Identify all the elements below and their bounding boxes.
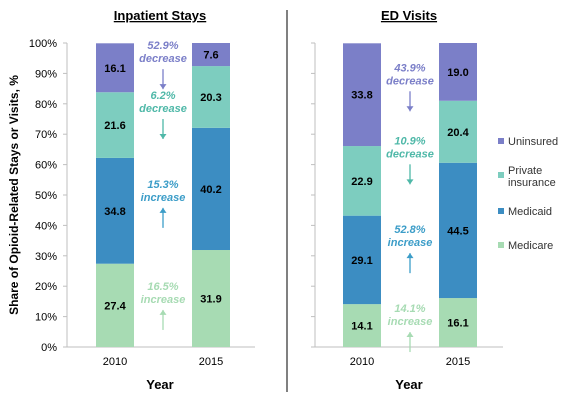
data-label: 7.6 (203, 50, 218, 62)
bar-segment (439, 43, 477, 101)
data-label: 22.9 (351, 176, 372, 188)
arrow-up-icon (159, 309, 167, 315)
data-label: 19.0 (447, 67, 468, 79)
change-annotation: 16.5%increase (141, 281, 186, 330)
y-tick-label: 30% (35, 251, 57, 263)
data-label: 29.1 (351, 255, 372, 267)
y-tick-label: 10% (35, 312, 57, 324)
change-annotation: 14.1%increase (388, 303, 433, 353)
data-label: 20.3 (200, 92, 221, 104)
x-tick-label: 2010 (350, 356, 374, 368)
annotation-percent: 6.2% (150, 90, 175, 102)
data-label: 16.1 (447, 318, 468, 330)
y-tick-label: 90% (35, 68, 57, 80)
data-label: 20.4 (447, 127, 469, 139)
panel-ed: ED Visits 14.1 29.1 22.9 33.8 2010 16.1 44.5 20.… (311, 8, 503, 392)
bar-segment (192, 66, 230, 128)
legend-swatch (498, 242, 504, 248)
legend-swatch (498, 208, 504, 214)
data-label: 21.6 (104, 120, 125, 132)
legend-label: Private insurance (508, 165, 556, 189)
bar-segment (96, 157, 134, 264)
annotation-percent: 43.9% (393, 62, 425, 74)
arrow-up-icon (406, 332, 414, 338)
legend: Uninsured Private insurance Medicaid Medicar… (498, 136, 558, 252)
bar-segment (192, 127, 230, 251)
annotation-change: increase (141, 192, 186, 204)
y-tick-label: 50% (35, 190, 57, 202)
x-tick-label: 2010 (103, 356, 127, 368)
panel-title: Inpatient Stays (114, 8, 206, 23)
x-axis-title: Year (395, 377, 422, 392)
legend-label: Uninsured (508, 136, 558, 148)
bar-segment (343, 215, 381, 305)
legend-swatch (498, 138, 504, 144)
change-annotation: 43.9%decrease (386, 62, 434, 112)
arrow-down-icon (406, 179, 414, 185)
x-tick-label: 2015 (199, 356, 223, 368)
data-label: 16.1 (104, 63, 125, 75)
annotation-change: increase (388, 237, 433, 249)
data-label: 34.8 (104, 206, 125, 218)
y-tick-label: 40% (35, 220, 57, 232)
bar-segment (96, 263, 134, 347)
annotation-percent: 15.3% (147, 179, 178, 191)
bar-segment (343, 43, 381, 147)
change-annotation: 6.2%decrease (139, 90, 187, 140)
data-label: 40.2 (200, 184, 221, 196)
data-label: 33.8 (351, 90, 372, 102)
arrow-up-icon (406, 253, 414, 259)
annotation-change: decrease (386, 148, 434, 160)
annotation-change: decrease (139, 103, 187, 115)
x-tick-label: 2015 (446, 356, 470, 368)
x-axis-title: Year (146, 377, 173, 392)
legend-swatch (498, 172, 504, 178)
arrow-down-icon (406, 106, 414, 112)
bar-segment (192, 250, 230, 347)
change-annotation: 52.9%decrease (139, 40, 187, 90)
data-label: 31.9 (200, 294, 221, 306)
arrow-down-icon (159, 84, 167, 90)
y-axis-title: Share of Opioid-Related Stays or Visits,… (7, 75, 21, 315)
legend-label: Medicaid (508, 206, 552, 218)
data-label: 14.1 (351, 321, 372, 333)
panel-title: ED Visits (381, 8, 437, 23)
annotation-percent: 16.5% (147, 281, 178, 293)
change-annotation: 10.9%decrease (386, 135, 434, 185)
arrow-up-icon (159, 207, 167, 213)
bar-segment (96, 92, 134, 158)
bar-segment (343, 146, 381, 216)
annotation-change: increase (388, 316, 433, 328)
bar-segment (192, 43, 230, 67)
annotation-change: decrease (386, 75, 434, 87)
y-tick-label: 60% (35, 160, 57, 172)
change-annotation: 15.3%increase (141, 179, 186, 228)
bar-segment (343, 304, 381, 347)
y-tick-label: 100% (29, 38, 57, 50)
annotation-percent: 10.9% (394, 135, 425, 147)
y-tick-label: 70% (35, 129, 57, 141)
arrow-down-icon (159, 134, 167, 140)
y-tick-label: 20% (35, 281, 57, 293)
bar-segment (439, 162, 477, 299)
bar-segment (439, 100, 477, 163)
data-label: 27.4 (104, 300, 126, 312)
legend-label: Medicare (508, 240, 553, 252)
data-label: 44.5 (447, 225, 468, 237)
annotation-percent: 52.9% (147, 40, 178, 52)
annotation-percent: 52.8% (394, 224, 425, 236)
annotation-percent: 14.1% (394, 303, 425, 315)
change-annotation: 52.8%increase (388, 224, 433, 274)
y-tick-label: 80% (35, 99, 57, 111)
panel-inpatient: Inpatient Stays 27.4 34.8 21.6 16.1 2010 31.9 4… (63, 8, 255, 392)
annotation-change: decrease (139, 53, 187, 65)
annotation-change: increase (141, 294, 186, 306)
y-tick-label: 0% (41, 342, 57, 354)
bar-segment (439, 298, 477, 347)
bar-segment (96, 43, 134, 93)
